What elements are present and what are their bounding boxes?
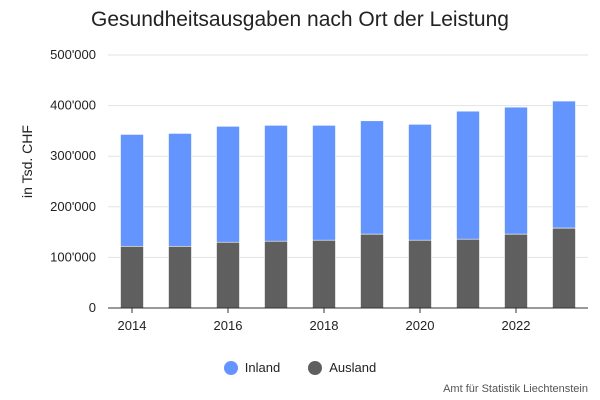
y-tick-label: 400'000 — [50, 98, 96, 113]
bar-inland-2014[interactable] — [120, 134, 144, 247]
bar-inland-2017[interactable] — [264, 125, 288, 242]
y-tick-label: 300'000 — [50, 148, 96, 163]
bar-inland-2023[interactable] — [552, 100, 576, 229]
bar-ausland-2022[interactable] — [504, 233, 528, 309]
x-tick-label: 2018 — [310, 318, 339, 333]
bar-inland-2020[interactable] — [408, 124, 432, 241]
source-credit: Amt für Statistik Liechtenstein — [443, 383, 588, 395]
bar-ausland-2014[interactable] — [120, 245, 144, 309]
bar-ausland-2020[interactable] — [408, 239, 432, 309]
bar-inland-2019[interactable] — [360, 120, 384, 235]
y-tick-label: 500'000 — [50, 47, 96, 62]
y-tick-label: 200'000 — [50, 199, 96, 214]
bar-inland-2018[interactable] — [312, 125, 336, 241]
legend-swatch-ausland — [308, 360, 323, 375]
bar-inland-2016[interactable] — [216, 126, 240, 243]
legend-item-inland[interactable]: Inland — [223, 360, 281, 375]
legend-label-ausland: Ausland — [329, 360, 377, 375]
x-tick-label: 2014 — [118, 318, 147, 333]
legend-label-inland: Inland — [244, 360, 281, 375]
chart-title: Gesundheitsausgaben nach Ort der Leistun… — [91, 8, 509, 31]
bar-ausland-2019[interactable] — [360, 233, 384, 309]
bar-ausland-2023[interactable] — [552, 227, 576, 309]
legend: Inland Ausland — [0, 360, 600, 375]
bar-ausland-2016[interactable] — [216, 241, 240, 309]
bar-inland-2015[interactable] — [168, 133, 192, 247]
y-tick-label: 100'000 — [50, 249, 96, 264]
y-axis-title: in Tsd. CHF — [19, 125, 35, 198]
x-axis-ticks: 2014 2016 2018 2020 2022 — [118, 308, 531, 333]
bar-inland-2021[interactable] — [456, 110, 480, 240]
x-tick-label: 2022 — [502, 318, 531, 333]
x-tick-label: 2020 — [406, 318, 435, 333]
bar-inland-2022[interactable] — [504, 106, 528, 235]
x-tick-label: 2016 — [214, 318, 243, 333]
bar-ausland-2015[interactable] — [168, 245, 192, 309]
y-axis-ticks: 0 100'000 200'000 300'000 400'000 500'000 — [50, 47, 96, 315]
bar-ausland-2017[interactable] — [264, 240, 288, 309]
legend-item-ausland[interactable]: Ausland — [308, 360, 376, 375]
bars — [120, 100, 576, 309]
y-tick-label: 0 — [89, 300, 96, 315]
bar-ausland-2018[interactable] — [312, 239, 336, 309]
legend-swatch-inland — [223, 360, 238, 375]
bar-ausland-2021[interactable] — [456, 238, 480, 309]
